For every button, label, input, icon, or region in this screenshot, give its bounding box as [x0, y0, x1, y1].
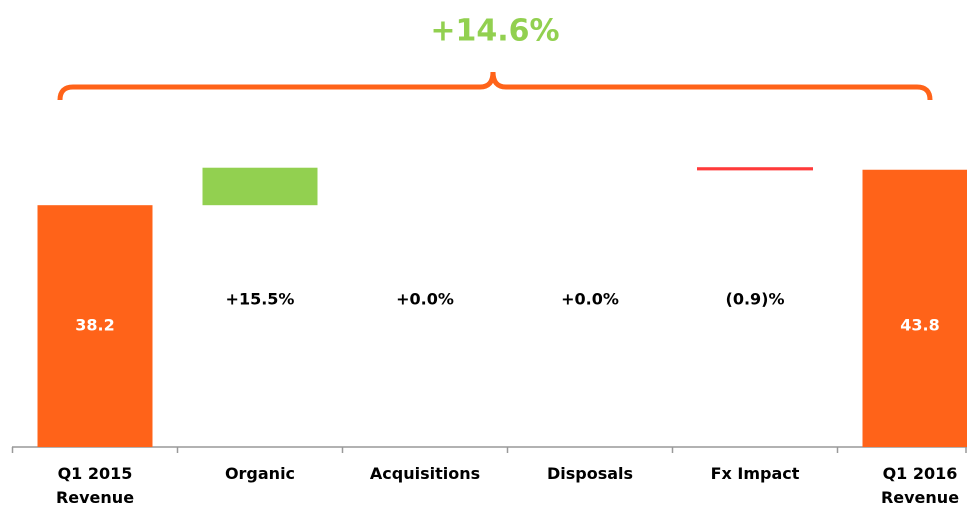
value-label: +15.5%: [226, 290, 295, 309]
brace: [57, 71, 933, 101]
x-tick-label: Q1 2016 Revenue: [880, 464, 960, 507]
x-tick-label: Disposals: [546, 464, 634, 483]
total-change-annotation: +14.6%: [430, 14, 559, 49]
total-bar: [862, 169, 967, 447]
x-tick-label: Organic: [224, 464, 296, 483]
x-tick-label: Acquisitions: [369, 464, 481, 483]
x-tick-label: Fx Impact: [710, 464, 800, 483]
x-tick-label: Q1 2015 Revenue: [55, 464, 135, 507]
value-label: 43.8: [900, 316, 939, 335]
decrease-bar: [697, 167, 813, 171]
value-label: (0.9)%: [726, 290, 785, 309]
value-label: +0.0%: [396, 290, 454, 309]
value-label: +0.0%: [561, 290, 619, 309]
total-bar: [37, 205, 153, 447]
increase-bar: [202, 167, 318, 206]
value-label: 38.2: [75, 316, 114, 335]
